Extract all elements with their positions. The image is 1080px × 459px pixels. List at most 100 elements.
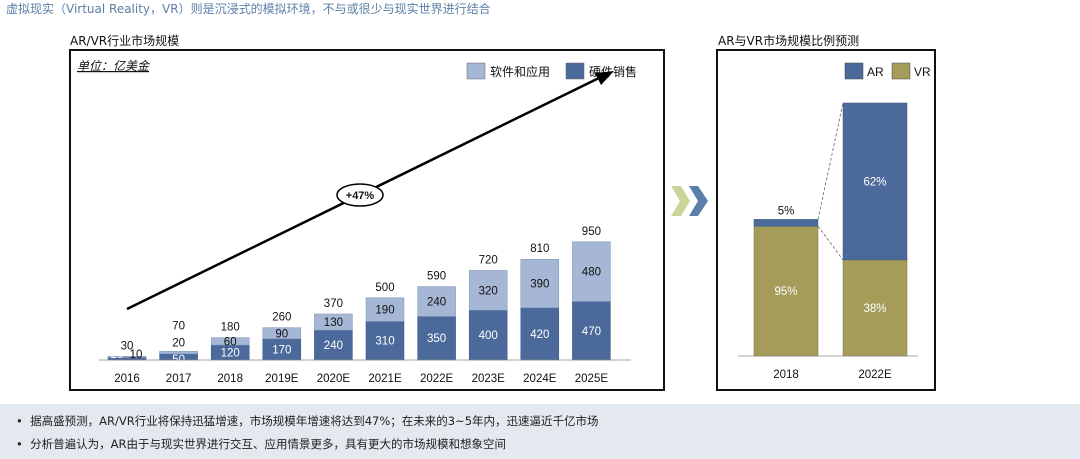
bar-hardware (365, 321, 405, 361)
footer: • 据高盛预测，AR/VR行业将保持迅猛增速，市场规模年增速将达到47%；在未来… (0, 404, 1080, 459)
label-software: 240 (427, 297, 446, 309)
label-ar: 62% (863, 176, 886, 188)
growth-label-bubble (336, 183, 384, 207)
footer-bullet-1-text: 据高盛预测，AR/VR行业将保持迅猛增速，市场规模年增速将达到47%；在未来的3… (30, 414, 599, 428)
bar-hardware (572, 301, 611, 361)
chevron-right-icon (671, 186, 708, 216)
bar-software (417, 286, 456, 317)
bar-software (572, 241, 611, 302)
bar-software (314, 313, 353, 331)
label-hardware: 120 (221, 348, 240, 360)
label-hardware: 470 (582, 326, 601, 338)
label-hardware: 170 (272, 344, 291, 356)
bar-vr (753, 225, 819, 357)
x-tick-label: 2016 (114, 373, 140, 385)
growth-arrow: +47% (126, 71, 614, 311)
legend-label-ar: AR (867, 65, 884, 79)
x-tick-label: 2017 (166, 373, 192, 385)
x-tick-label: 2022E (858, 369, 892, 381)
label-hardware: 420 (530, 329, 549, 341)
footer-bullet-1: • 据高盛预测，AR/VR行业将保持迅猛增速，市场规模年增速将达到47%；在未来… (16, 414, 599, 428)
right-chart-title: AR与VR市场规模比例预测 (718, 34, 860, 48)
left-chart-title: AR/VR行业市场规模 (70, 34, 180, 48)
label-hardware: 400 (479, 330, 498, 342)
label-total: 810 (530, 243, 549, 255)
x-tick-label: 2025E (575, 373, 609, 385)
bar-vr (842, 259, 908, 357)
connector-top (817, 102, 844, 220)
label-total: 500 (375, 282, 394, 294)
label-total: 30 (121, 340, 134, 352)
label-total: 180 (221, 322, 240, 334)
bar-hardware (417, 316, 456, 361)
label-total: 720 (479, 254, 498, 266)
bar-group-2023E: 400 320 720 2023E (468, 254, 508, 385)
x-tick-label: 2023E (472, 373, 506, 385)
legend-swatch-vr (891, 62, 911, 80)
legend-swatch-hardware (565, 62, 585, 80)
label-ar: 5% (778, 205, 795, 217)
x-tick-label: 2018 (773, 369, 799, 381)
legend-label-software: 软件和应用 (490, 64, 550, 79)
bar-group-2020E: 240 130 370 2020E (314, 298, 353, 385)
right-chart-panel: AR VR 95% 5% 2018 38% 62% 2022E (716, 49, 936, 391)
label-software: 480 (582, 267, 601, 279)
label-software: 390 (530, 278, 549, 290)
bar-group-2025E: 470 480 950 2025E (572, 226, 611, 385)
x-tick-label: 2020E (317, 373, 351, 385)
label-total: 260 (272, 312, 291, 324)
legend-swatch-software (466, 62, 486, 80)
label-total: 950 (582, 226, 601, 238)
footer-bullet-2: • 分析普遍认为，AR由于与现实世界进行交互、应用情景更多，具有更大的市场规模和… (16, 437, 506, 451)
bar-ar (753, 219, 819, 227)
ratio-bar-2018: 95% 5% 2018 (753, 205, 819, 381)
right-legend: AR VR (844, 62, 931, 80)
label-software: 20 (172, 337, 185, 349)
bar-group-2022E: 350 240 590 2022E (417, 271, 456, 385)
label-total: 70 (172, 320, 185, 332)
label-software: 320 (479, 285, 498, 297)
bar-software (159, 351, 198, 355)
bar-software (365, 297, 405, 322)
left-chart-panel: 单位：亿美金 软件和应用 硬件销售 20 10 30 2016 50 20 70 2017 120 60… (69, 49, 665, 391)
bar-group-2019E: 170 90 260 2019E (262, 312, 302, 385)
label-software: 60 (224, 336, 237, 348)
bar-software (107, 356, 147, 358)
growth-label: +47% (346, 190, 375, 202)
x-tick-label: 2018 (217, 373, 243, 385)
bar-group-2024E: 420 390 810 2024E (520, 243, 560, 385)
label-hardware: 310 (375, 336, 394, 348)
x-tick-label: 2021E (368, 373, 402, 385)
bar-software (468, 270, 508, 311)
unit-label: 单位：亿美金 (77, 59, 151, 73)
bar-hardware (520, 307, 560, 361)
ratio-bar-2022E: 38% 62% 2022E (842, 102, 908, 381)
bar-hardware (468, 309, 508, 361)
bar-software (520, 258, 560, 309)
label-vr: 38% (863, 303, 886, 315)
bar-hardware (314, 329, 353, 361)
label-software: 190 (375, 305, 394, 317)
x-tick-label: 2019E (265, 373, 299, 385)
footer-bullet-2-text: 分析普遍认为，AR由于与现实世界进行交互、应用情景更多，具有更大的市场规模和想象… (30, 437, 506, 451)
connector-bottom (817, 225, 844, 261)
bar-ar (842, 102, 908, 261)
x-tick-label: 2022E (420, 373, 454, 385)
label-total: 590 (427, 271, 446, 283)
label-software: 90 (275, 328, 288, 340)
arrow-head-icon (595, 71, 614, 85)
label-software: 130 (324, 317, 343, 329)
bar-software (262, 327, 302, 340)
label-hardware: 240 (324, 340, 343, 352)
legend-swatch-ar (844, 62, 864, 80)
label-software: 10 (130, 349, 143, 361)
bar-group-2021E: 310 190 500 2021E (365, 282, 405, 385)
label-hardware: 350 (427, 333, 446, 345)
legend-label-vr: VR (914, 65, 931, 79)
bar-software (210, 337, 250, 346)
label-vr: 95% (774, 286, 797, 298)
